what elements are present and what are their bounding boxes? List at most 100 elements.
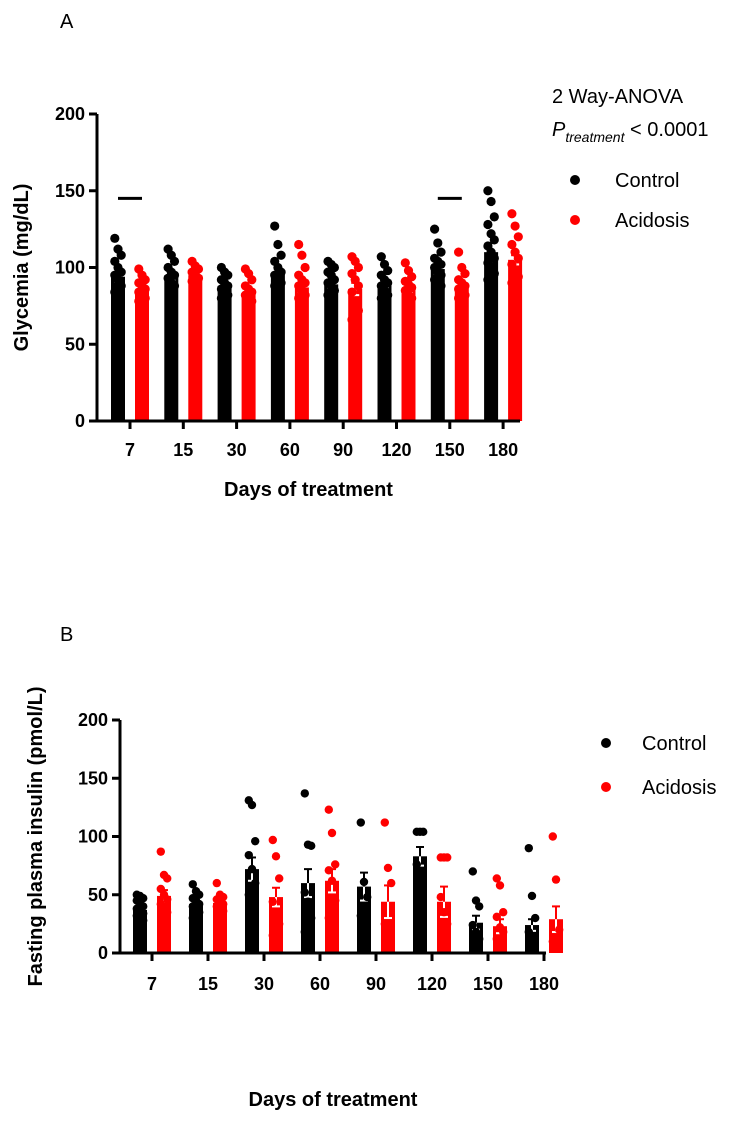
data-point	[300, 262, 310, 273]
data-point	[513, 232, 523, 242]
y-tick-label: 150	[78, 768, 108, 788]
data-point	[139, 916, 148, 925]
p-subscript: treatment	[565, 129, 625, 145]
data-point	[251, 878, 260, 888]
bar-control-7	[111, 276, 125, 421]
data-point	[268, 931, 277, 940]
legend-label-control: Control	[615, 170, 679, 192]
x-tick-label: 90	[333, 440, 353, 460]
data-point	[212, 878, 221, 888]
data-point	[327, 931, 337, 940]
data-point	[495, 939, 505, 948]
x-tick-label: 120	[417, 974, 447, 994]
data-point	[489, 235, 499, 245]
data-point	[499, 908, 508, 917]
data-point	[524, 843, 533, 853]
data-point	[468, 920, 477, 930]
data-point	[548, 832, 557, 841]
data-point	[350, 296, 360, 306]
data-point	[492, 912, 501, 922]
legend-label-acidosis: Acidosis	[615, 210, 689, 232]
data-point	[419, 827, 428, 837]
data-point	[303, 932, 313, 941]
data-point	[439, 908, 449, 917]
data-point	[454, 247, 464, 257]
y-axis-title: Fasting plasma insulin (pmol/L)	[25, 686, 47, 986]
data-point	[387, 878, 396, 888]
data-point	[169, 281, 180, 291]
data-point	[216, 293, 226, 303]
data-point	[300, 888, 309, 897]
data-point	[268, 897, 277, 906]
data-point	[555, 925, 564, 934]
data-point	[492, 874, 501, 883]
data-point	[531, 913, 540, 923]
data-point	[347, 287, 357, 297]
data-point	[276, 250, 286, 260]
data-point	[412, 860, 421, 869]
data-point	[323, 290, 333, 300]
data-point	[471, 927, 481, 937]
data-point	[524, 927, 533, 937]
panel-letter: B	[60, 624, 73, 646]
data-point	[303, 897, 313, 906]
data-point	[475, 934, 484, 944]
data-point	[400, 258, 410, 268]
data-point	[294, 293, 304, 303]
data-point	[436, 281, 446, 291]
bar-acidosis-60	[294, 287, 309, 421]
data-point	[247, 296, 257, 306]
data-point	[353, 262, 363, 273]
p-threshold: < 0.0001	[624, 119, 708, 141]
data-point	[297, 250, 307, 260]
data-point	[134, 296, 144, 306]
x-tick-label: 15	[198, 974, 218, 994]
x-tick-label: 30	[227, 440, 247, 460]
p-symbol: P	[552, 119, 566, 141]
data-point	[294, 239, 304, 250]
data-point	[271, 852, 281, 861]
data-point	[324, 805, 333, 814]
legend-marker-control	[601, 738, 611, 748]
anova-title: 2 Way-ANOVA	[552, 86, 684, 108]
data-point	[163, 908, 172, 917]
data-point	[527, 937, 537, 946]
bar-acidosis-120	[401, 288, 416, 421]
data-point	[551, 875, 561, 884]
x-tick-label: 120	[381, 440, 411, 460]
data-point	[527, 891, 537, 901]
data-point	[513, 272, 523, 282]
data-point	[359, 922, 369, 931]
y-tick-label: 100	[55, 258, 85, 278]
data-point	[436, 892, 445, 902]
data-point	[169, 256, 180, 266]
data-point	[156, 847, 165, 856]
data-point	[163, 895, 172, 904]
data-point	[507, 209, 517, 219]
x-tick-label: 7	[147, 974, 157, 994]
bar-acidosis-30	[241, 293, 256, 421]
data-point	[353, 281, 363, 291]
data-point	[376, 293, 386, 303]
bar-control-180	[484, 252, 499, 421]
y-tick-label: 200	[78, 710, 108, 730]
data-point	[110, 233, 120, 243]
y-tick-label: 200	[55, 104, 85, 124]
data-point	[327, 828, 337, 838]
data-point	[380, 919, 389, 929]
data-point	[247, 904, 257, 913]
data-point	[329, 285, 339, 296]
data-point	[195, 908, 204, 917]
bar-control-15	[164, 275, 179, 421]
y-tick-label: 150	[55, 181, 85, 201]
bar-control-150	[430, 269, 445, 421]
bar-acidosis-7	[135, 290, 149, 421]
data-point	[457, 296, 467, 306]
bar-acidosis-15	[213, 902, 227, 953]
data-point	[489, 269, 499, 279]
data-point	[486, 196, 496, 207]
data-point	[468, 867, 477, 876]
data-point	[247, 864, 257, 874]
data-point	[251, 836, 260, 846]
